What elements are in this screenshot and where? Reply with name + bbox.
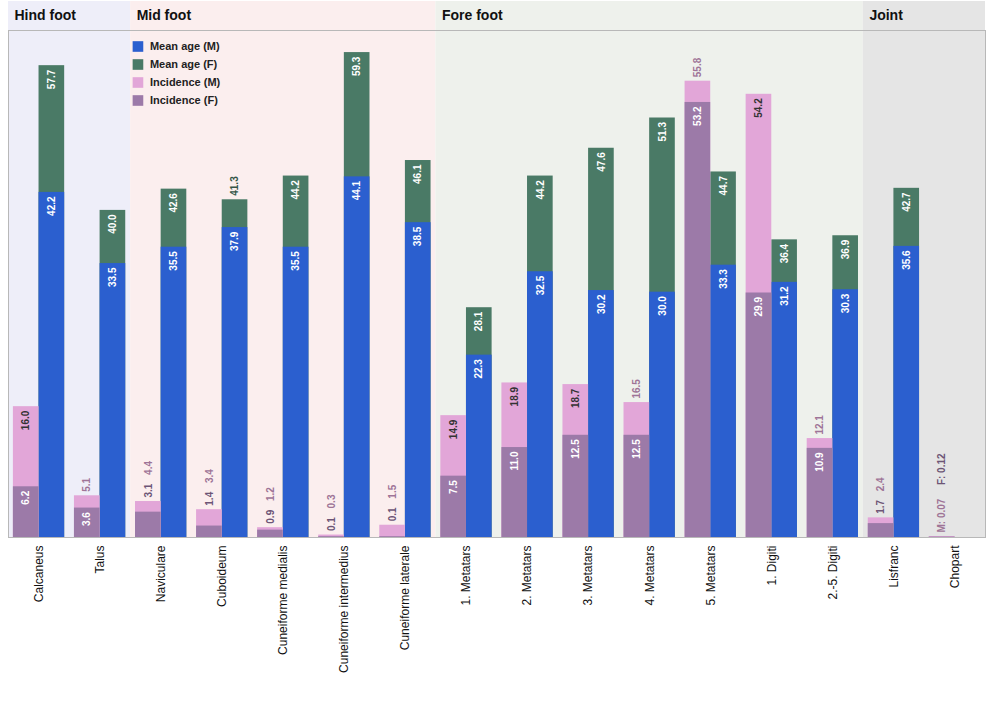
svg-text:1.5: 1.5 [387,484,398,498]
svg-text:12.5: 12.5 [631,439,642,459]
svg-text:31.2: 31.2 [779,286,790,306]
svg-text:35.5: 35.5 [168,251,179,271]
svg-text:1.7: 1.7 [875,500,886,514]
svg-text:30.3: 30.3 [840,293,851,313]
svg-text:Mean age (F): Mean age (F) [150,58,218,70]
svg-text:Cuneiforme intermedius: Cuneiforme intermedius [337,546,351,673]
svg-text:14.9: 14.9 [448,419,459,439]
svg-text:10.9: 10.9 [814,452,825,472]
svg-text:12.5: 12.5 [570,439,581,459]
svg-text:18.9: 18.9 [509,387,520,407]
svg-text:M: 0.07: M: 0.07 [936,498,947,532]
svg-text:1. Digiti: 1. Digiti [765,546,779,586]
svg-text:53.2: 53.2 [692,106,703,126]
svg-text:44.2: 44.2 [290,180,301,200]
svg-text:18.7: 18.7 [570,388,581,408]
svg-text:3.4: 3.4 [204,469,215,483]
svg-text:30.0: 30.0 [657,296,668,316]
svg-text:4. Metatars: 4. Metatars [642,546,656,606]
svg-text:51.3: 51.3 [657,122,668,142]
svg-text:0.3: 0.3 [326,494,337,508]
svg-text:0.9: 0.9 [265,509,276,523]
svg-text:7.5: 7.5 [448,480,459,494]
svg-text:3.6: 3.6 [81,512,92,526]
svg-text:Talus: Talus [93,546,107,574]
svg-text:Chopart: Chopart [948,545,962,588]
svg-text:46.1: 46.1 [412,164,423,184]
svg-text:Cuneiforme medialis: Cuneiforme medialis [276,546,290,655]
svg-text:35.6: 35.6 [901,250,912,270]
svg-text:35.5: 35.5 [290,251,301,271]
svg-text:11.0: 11.0 [509,451,520,470]
svg-text:Cuboideum: Cuboideum [215,546,229,607]
svg-text:42.6: 42.6 [168,193,179,213]
svg-text:Lisfranc: Lisfranc [887,546,901,588]
svg-text:Naviculare: Naviculare [154,545,168,602]
svg-text:5. Metatars: 5. Metatars [704,546,718,606]
svg-text:40.0: 40.0 [107,214,118,234]
svg-text:41.3: 41.3 [229,176,240,196]
svg-text:33.3: 33.3 [718,269,729,289]
svg-text:Mean age (M): Mean age (M) [150,40,220,52]
svg-text:4.4: 4.4 [143,461,154,475]
svg-text:29.9: 29.9 [753,297,764,317]
svg-text:28.1: 28.1 [473,311,484,331]
svg-text:44.7: 44.7 [718,176,729,196]
svg-text:12.1: 12.1 [814,415,825,435]
svg-text:Calcaneus: Calcaneus [32,546,46,603]
svg-text:2.-5. Digiti: 2.-5. Digiti [826,546,840,600]
svg-text:Mid foot: Mid foot [137,7,192,23]
svg-text:22.3: 22.3 [473,359,484,379]
svg-text:2. Metatars: 2. Metatars [520,546,534,606]
svg-text:37.9: 37.9 [229,231,240,251]
svg-text:Incidence (F): Incidence (F) [150,94,218,106]
svg-text:32.5: 32.5 [535,275,546,295]
svg-text:5.1: 5.1 [81,477,92,491]
svg-text:1.2: 1.2 [265,487,276,501]
svg-text:3. Metatars: 3. Metatars [581,546,595,606]
svg-text:Cuneiforme laterale: Cuneiforme laterale [398,545,412,650]
svg-text:44.2: 44.2 [535,180,546,200]
svg-text:Hind foot: Hind foot [15,7,77,23]
svg-text:30.2: 30.2 [596,294,607,314]
svg-text:36.9: 36.9 [840,239,851,259]
svg-text:Fore foot: Fore foot [442,7,503,23]
svg-text:47.6: 47.6 [596,152,607,172]
svg-text:1.4: 1.4 [204,491,215,505]
svg-text:F: 0.12: F: 0.12 [936,453,947,485]
svg-text:Joint: Joint [869,7,903,23]
svg-text:44.1: 44.1 [351,180,362,200]
svg-text:55.8: 55.8 [692,57,703,77]
svg-text:Incidence (M): Incidence (M) [150,76,221,88]
svg-text:54.2: 54.2 [753,98,764,118]
svg-text:59.3: 59.3 [351,56,362,76]
svg-text:38.5: 38.5 [412,226,423,246]
svg-text:57.7: 57.7 [46,69,57,89]
svg-text:2.4: 2.4 [875,477,886,491]
svg-text:0.1: 0.1 [387,507,398,521]
svg-text:1. Metatars: 1. Metatars [459,546,473,606]
svg-text:16.5: 16.5 [631,379,642,399]
svg-text:16.0: 16.0 [20,410,31,430]
svg-text:6.2: 6.2 [20,490,31,504]
svg-text:0.1: 0.1 [326,517,337,531]
svg-text:33.5: 33.5 [107,267,118,287]
svg-text:42.2: 42.2 [46,196,57,216]
svg-text:42.7: 42.7 [901,192,912,212]
svg-text:3.1: 3.1 [143,483,154,497]
svg-text:36.4: 36.4 [779,243,790,263]
